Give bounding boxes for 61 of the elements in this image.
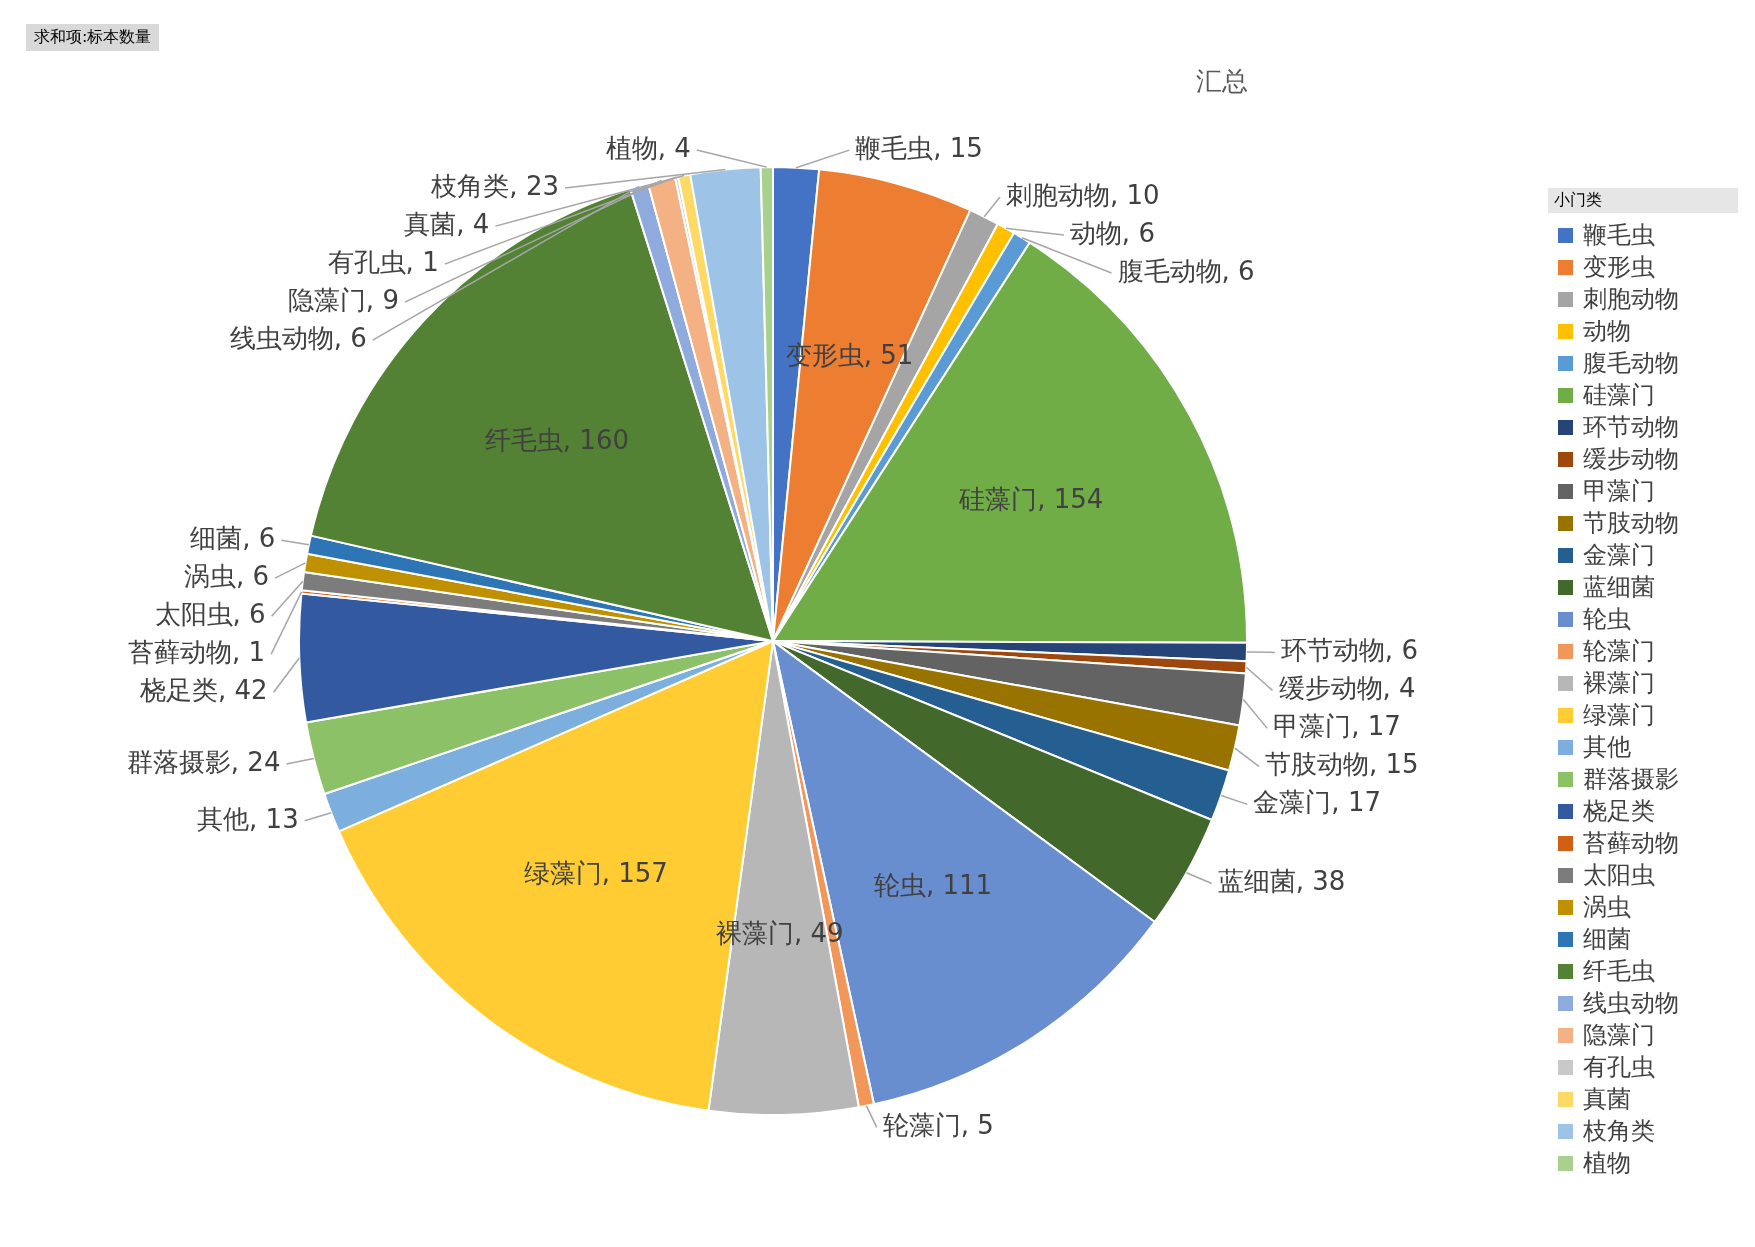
legend-label: 群落摄影 [1583,764,1679,795]
data-label: 鞭毛虫, 15 [855,132,983,163]
legend-label: 真菌 [1583,1084,1631,1115]
legend-label: 线虫动物 [1583,988,1679,1019]
data-label: 苔藓动物, 1 [128,636,266,667]
text: 求和项:标本数量 [26,24,160,51]
data-label: 节肢动物, 15 [1264,749,1419,780]
data-label: 桡足类, 42 [139,674,268,705]
data-label: 动物, 6 [1069,217,1155,248]
legend-label: 蓝细菌 [1583,572,1655,603]
legend-label: 腹毛动物 [1583,348,1679,379]
data-label: 轮藻门, 5 [882,1110,994,1141]
data-label: 太阳虫, 6 [154,598,266,629]
data-label: 植物, 4 [605,132,691,163]
legend-label: 鞭毛虫 [1583,220,1655,251]
legend-label: 有孔虫 [1583,1052,1655,1083]
data-label: 蓝细菌, 38 [1217,866,1346,897]
data-label: 线虫动物, 6 [229,322,367,353]
chart-title: 汇总 [1196,66,1248,97]
legend-label: 刺胞动物 [1583,284,1679,315]
legend-label: 纤毛虫 [1583,956,1655,987]
legend-label: 太阳虫 [1583,860,1655,891]
data-label: 枝角类, 23 [430,170,559,201]
legend-label: 隐藻门 [1583,1020,1655,1051]
data-label: 纤毛虫, 160 [484,424,629,455]
data-label: 硅藻门, 154 [958,483,1104,514]
legend-label: 变形虫 [1583,252,1655,283]
data-label: 绿藻门, 157 [523,858,668,889]
legend-label: 细菌 [1583,924,1631,955]
data-label: 隐藻门, 9 [287,284,399,315]
legend-label: 裸藻门 [1583,668,1655,699]
data-label: 有孔虫, 1 [327,246,439,277]
legend-title: 小门类 [1548,188,1738,213]
legend-label: 其他 [1583,732,1631,763]
legend-label: 动物 [1583,316,1631,347]
legend-label: 植物 [1583,1148,1631,1179]
legend-label: 枝角类 [1583,1116,1655,1147]
legend-label: 绿藻门 [1583,700,1655,731]
data-label: 刺胞动物, 10 [1006,179,1160,210]
legend-label: 节肢动物 [1583,508,1679,539]
data-label: 金藻门, 17 [1253,787,1381,818]
data-label: 真菌, 4 [404,208,490,239]
legend-label: 轮藻门 [1583,636,1655,667]
legend-label: 苔藓动物 [1583,828,1679,859]
legend-label: 甲藻门 [1583,476,1655,507]
legend-label: 涡虫 [1583,892,1631,923]
data-label: 缓步动物, 4 [1278,673,1416,704]
data-label: 涡虫, 6 [183,560,270,591]
data-label: 环节动物, 6 [1280,635,1418,666]
data-label: 甲藻门, 17 [1273,711,1401,742]
data-label: 轮虫, 111 [873,870,993,901]
legend-label: 缓步动物 [1583,444,1679,475]
legend-label: 环节动物 [1583,412,1679,443]
data-label: 腹毛动物, 6 [1117,255,1255,286]
legend-label: 轮虫 [1583,604,1631,635]
data-label: 细菌, 6 [190,522,276,553]
legend-label: 金藻门 [1583,540,1655,571]
legend-label: 硅藻门 [1583,380,1655,411]
data-label: 其他, 13 [197,803,299,834]
data-label: 群落摄影, 24 [126,746,281,777]
legend-label: 桡足类 [1583,796,1655,827]
